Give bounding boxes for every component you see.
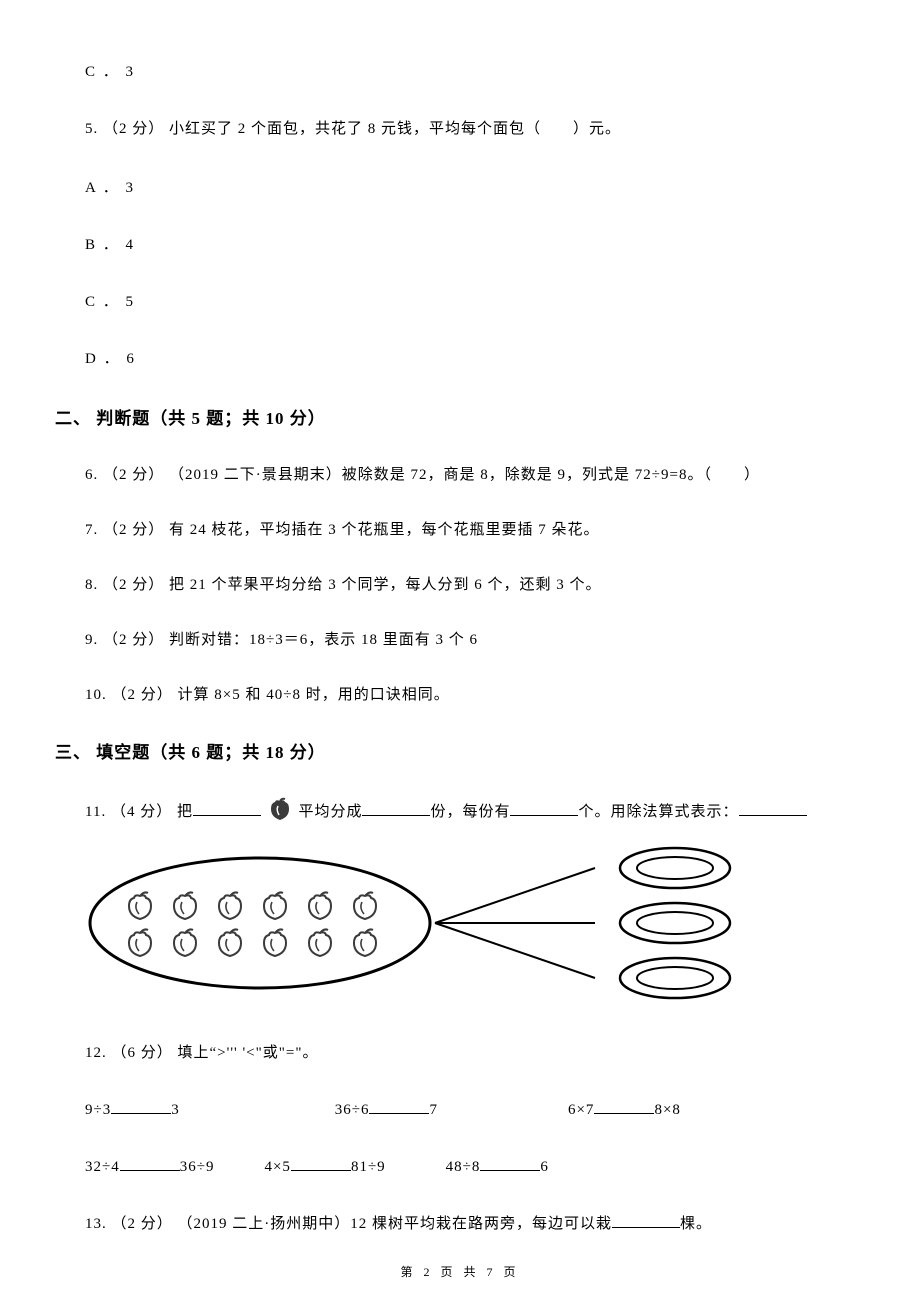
q5-option-c: C ． 5 — [85, 290, 865, 311]
q11-pre: 11. （4 分） 把 — [85, 804, 193, 820]
peach-icon — [266, 797, 294, 828]
comp-blank[interactable] — [291, 1155, 351, 1171]
q11-blank-1[interactable] — [193, 800, 261, 816]
q11-blank-2[interactable] — [362, 800, 430, 816]
comparison-item: 48÷8 6 — [446, 1155, 549, 1176]
comp-left: 6×7 — [568, 1102, 594, 1118]
comp-left: 48÷8 — [446, 1159, 481, 1175]
q9-text: 9. （2 分） 判断对错：18÷3＝6，表示 18 里面有 3 个 6 — [85, 628, 865, 649]
comp-right: 7 — [429, 1102, 438, 1118]
q13-post: 棵。 — [680, 1216, 712, 1232]
q13-blank[interactable] — [612, 1212, 680, 1228]
q5-option-b: B ． 4 — [85, 233, 865, 254]
q11-blank-4[interactable] — [739, 800, 807, 816]
q5-option-a: A ． 3 — [85, 176, 865, 197]
q8-text: 8. （2 分） 把 21 个苹果平均分给 3 个同学，每人分到 6 个，还剩 … — [85, 573, 865, 594]
comparison-item: 9÷3 3 — [85, 1098, 180, 1119]
q11-line: 11. （4 分） 把 平均分成 份，每份有 个。用除法算式表示： — [85, 797, 865, 828]
q11-mid1: 平均分成 — [298, 804, 362, 820]
q12-row1: 9÷3 3 36÷6 7 6×7 8×8 — [85, 1098, 865, 1119]
comp-blank[interactable] — [369, 1098, 429, 1114]
q13-pre: 13. （2 分） （2019 二上·扬州期中）12 棵树平均栽在路两旁，每边可… — [85, 1216, 612, 1232]
comp-blank[interactable] — [594, 1098, 654, 1114]
comp-left: 4×5 — [264, 1159, 290, 1175]
comp-right: 6 — [540, 1159, 549, 1175]
q13-line: 13. （2 分） （2019 二上·扬州期中）12 棵树平均栽在路两旁，每边可… — [85, 1212, 865, 1233]
comp-blank[interactable] — [111, 1098, 171, 1114]
q4-option-c: C ． 3 — [85, 60, 865, 81]
q5-option-d: D ． 6 — [85, 347, 865, 368]
q6-text: 6. （2 分） （2019 二下·景县期末）被除数是 72，商是 8，除数是 … — [85, 463, 865, 484]
comp-left: 36÷6 — [335, 1102, 370, 1118]
q12-text: 12. （6 分） 填上“>''' '<"或"="。 — [85, 1041, 865, 1062]
comp-blank[interactable] — [480, 1155, 540, 1171]
comparison-item: 36÷6 7 — [335, 1098, 438, 1119]
section-3-heading: 三、 填空题（共 6 题；共 18 分） — [55, 738, 865, 763]
q12-row2: 32÷4 36÷9 4×5 81÷9 48÷8 6 — [85, 1155, 865, 1176]
comp-blank[interactable] — [120, 1155, 180, 1171]
comparison-item: 6×7 8×8 — [568, 1098, 681, 1119]
section-2-heading: 二、 判断题（共 5 题；共 10 分） — [55, 404, 865, 429]
q10-text: 10. （2 分） 计算 8×5 和 40÷8 时，用的口诀相同。 — [85, 683, 865, 704]
q11-mid2: 份，每份有 — [430, 804, 510, 820]
q11-mid3: 个。用除法算式表示： — [578, 804, 738, 820]
q7-text: 7. （2 分） 有 24 枝花，平均插在 3 个花瓶里，每个花瓶里要插 7 朵… — [85, 518, 865, 539]
q11-diagram — [85, 838, 865, 1013]
comp-right: 8×8 — [654, 1102, 680, 1118]
comp-right: 3 — [171, 1102, 180, 1118]
comparison-item: 32÷4 36÷9 — [85, 1155, 214, 1176]
comp-right: 36÷9 — [180, 1159, 215, 1175]
comp-left: 9÷3 — [85, 1102, 111, 1118]
q5-text: 5. （2 分） 小红买了 2 个面包，共花了 8 元钱，平均每个面包（ ）元。 — [85, 117, 865, 138]
comp-left: 32÷4 — [85, 1159, 120, 1175]
comparison-item: 4×5 81÷9 — [264, 1155, 385, 1176]
q11-blank-3[interactable] — [510, 800, 578, 816]
comp-right: 81÷9 — [351, 1159, 386, 1175]
page-footer: 第 2 页 共 7 页 — [55, 1263, 865, 1280]
